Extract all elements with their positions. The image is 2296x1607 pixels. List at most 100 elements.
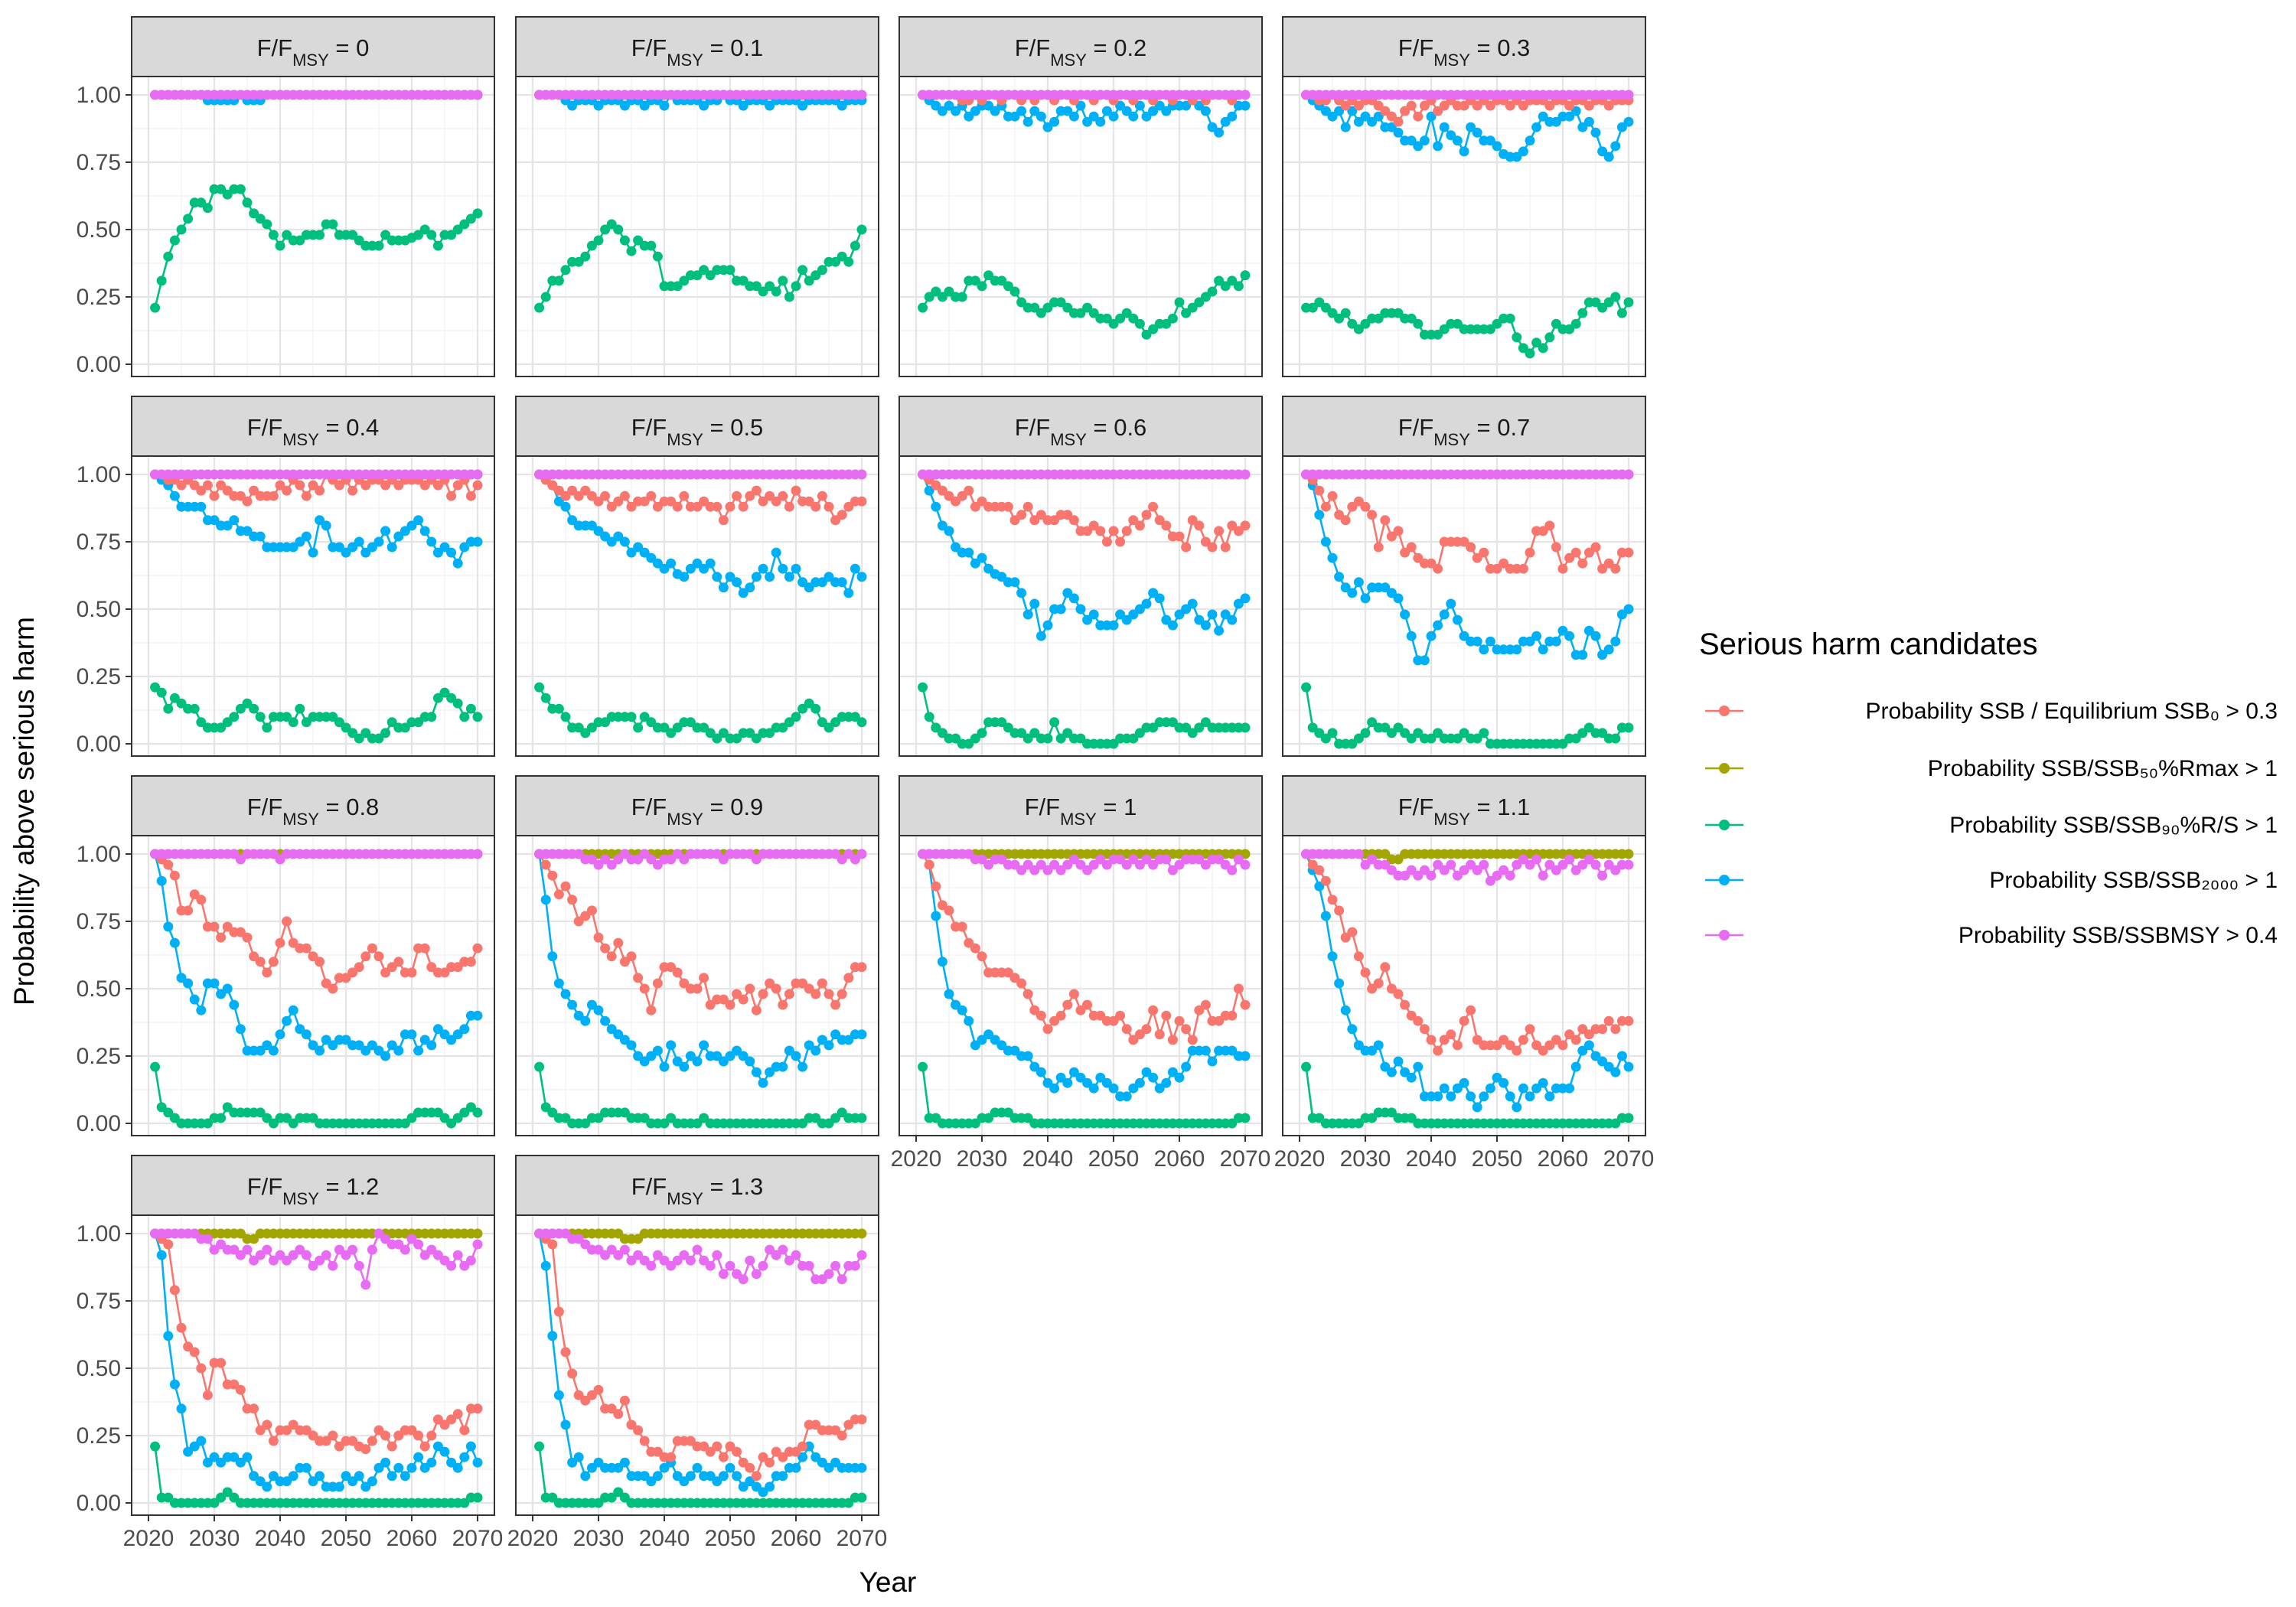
data-point xyxy=(426,1430,437,1441)
series-s3 xyxy=(918,469,1251,641)
data-point xyxy=(380,1430,391,1441)
data-point xyxy=(446,1457,457,1468)
data-point xyxy=(837,854,847,865)
data-point xyxy=(419,1462,430,1473)
data-point xyxy=(600,943,611,953)
data-point xyxy=(619,1457,630,1468)
data-point xyxy=(692,501,703,512)
data-point xyxy=(235,854,246,865)
data-point xyxy=(373,536,384,547)
data-point xyxy=(393,1045,404,1056)
data-point xyxy=(712,1051,722,1061)
data-point xyxy=(553,978,564,989)
data-point xyxy=(235,491,246,501)
data-point xyxy=(606,1403,617,1414)
data-point xyxy=(341,1035,351,1045)
data-point xyxy=(718,728,729,738)
data-point xyxy=(472,480,483,491)
data-point xyxy=(1240,270,1251,281)
data-point xyxy=(1583,100,1594,111)
data-point xyxy=(1148,588,1159,598)
data-point xyxy=(944,100,954,111)
data-point xyxy=(856,1492,867,1503)
data-point xyxy=(439,687,450,698)
data-point xyxy=(1055,604,1066,614)
data-point xyxy=(1022,859,1033,870)
series-s4 xyxy=(918,90,1251,100)
data-point xyxy=(255,1425,266,1436)
data-point xyxy=(1320,106,1331,116)
data-point xyxy=(1240,849,1251,859)
data-point xyxy=(1577,859,1588,870)
data-point xyxy=(150,302,161,313)
data-point xyxy=(692,1244,703,1255)
data-point xyxy=(1003,967,1013,978)
data-point xyxy=(413,1045,424,1056)
data-point xyxy=(804,582,814,593)
data-point xyxy=(1320,733,1331,744)
data-point xyxy=(308,1260,318,1271)
data-point xyxy=(1240,520,1251,531)
data-point xyxy=(666,854,677,865)
legend-title: Serious harm candidates xyxy=(1699,627,2037,661)
data-point xyxy=(1353,849,1364,859)
data-point xyxy=(1055,1072,1066,1083)
data-point xyxy=(1035,1067,1046,1077)
data-point xyxy=(771,1446,781,1457)
data-point xyxy=(619,1244,630,1255)
data-point xyxy=(189,703,200,714)
data-point xyxy=(1590,631,1601,641)
panel-border xyxy=(1282,455,1646,757)
data-point xyxy=(1452,614,1463,625)
data-point xyxy=(1301,1061,1312,1072)
data-point xyxy=(778,275,788,286)
data-point xyxy=(295,1244,305,1255)
data-point xyxy=(1334,106,1345,116)
y-tick-label: 0.00 xyxy=(77,1111,121,1136)
data-point xyxy=(439,542,450,553)
data-point xyxy=(1068,593,1079,604)
data-point xyxy=(580,911,591,921)
data-point xyxy=(639,496,650,507)
data-point xyxy=(1174,297,1185,308)
data-point xyxy=(393,531,404,542)
data-point xyxy=(393,957,404,967)
data-point xyxy=(606,219,617,230)
data-point xyxy=(1577,728,1588,738)
data-point xyxy=(1121,859,1132,870)
data-point xyxy=(1200,292,1211,302)
data-point xyxy=(856,717,867,728)
data-point xyxy=(1373,313,1384,324)
data-point xyxy=(1577,650,1588,660)
data-point xyxy=(169,235,180,246)
data-point xyxy=(652,859,663,870)
data-point xyxy=(732,577,742,588)
data-point xyxy=(797,265,808,275)
series-s3 xyxy=(150,849,483,1061)
legend-key-point xyxy=(1719,763,1730,774)
data-point xyxy=(606,859,617,870)
y-tick-label: 1.00 xyxy=(77,842,121,867)
data-point xyxy=(547,870,558,881)
data-point xyxy=(275,1029,285,1040)
data-point xyxy=(1413,870,1424,881)
data-point xyxy=(1042,302,1053,313)
data-point xyxy=(1068,1067,1079,1077)
data-point xyxy=(1214,1015,1225,1026)
data-point xyxy=(924,859,934,870)
data-point xyxy=(725,1441,735,1452)
facet-label: F/FMSY = 1.1 xyxy=(1398,794,1531,829)
data-point xyxy=(1075,308,1086,318)
data-point xyxy=(1531,631,1542,641)
data-point xyxy=(400,1244,410,1255)
data-point xyxy=(222,717,233,728)
data-point xyxy=(659,1462,670,1473)
data-point xyxy=(586,240,597,251)
data-point xyxy=(705,728,716,738)
data-point xyxy=(176,480,187,491)
data-point xyxy=(282,1476,292,1487)
data-point xyxy=(1623,722,1634,733)
data-point xyxy=(1068,111,1079,122)
data-point xyxy=(1167,1035,1178,1045)
data-point xyxy=(606,1492,617,1503)
